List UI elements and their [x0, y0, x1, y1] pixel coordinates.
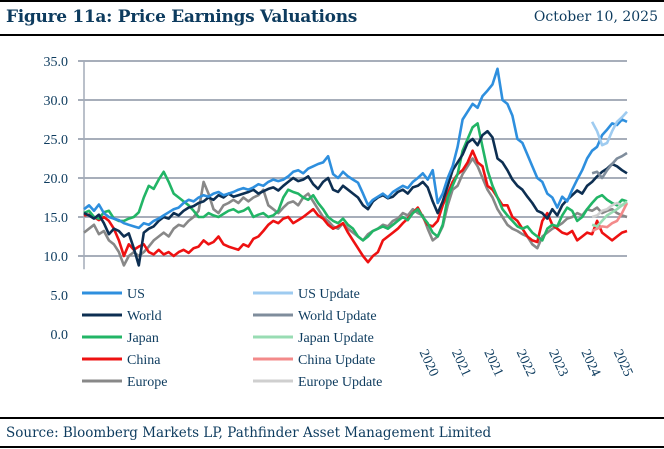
x-tick-label: 2020 [416, 347, 441, 379]
x-axis-ticks: 2020 2021 2021 2022 2023 2024 2025 [416, 347, 636, 379]
y-tick-label: 25.0 [44, 133, 69, 148]
series-line-us-update [590, 110, 628, 147]
y-tick-label: 35.0 [44, 55, 69, 70]
legend-label: Japan [127, 331, 159, 346]
series-line-japan [83, 122, 628, 242]
source-note: Source: Bloomberg Markets LP, Pathfinder… [6, 425, 492, 441]
y-tick-label: 20.0 [44, 172, 69, 187]
legend-background [72, 283, 412, 395]
legend-label: Europe Update [298, 375, 382, 390]
y-tick-label: 15.0 [44, 211, 69, 226]
x-tick-label: 2023 [545, 347, 570, 379]
x-tick-label: 2021 [480, 347, 505, 379]
legend-label: Europe [127, 375, 167, 390]
header-top-rule [0, 0, 664, 2]
y-axis-ticks: 0.0 5.0 10.0 15.0 20.0 25.0 30.0 35.0 [44, 55, 69, 343]
legend-label: Japan Update [298, 331, 374, 346]
report-date: October 10, 2025 [533, 9, 658, 25]
legend-label: World [127, 309, 162, 324]
y-tick-label: 5.0 [51, 289, 69, 304]
y-tick-label: 0.0 [51, 328, 69, 343]
series-line-world [83, 129, 628, 267]
y-tick-label: 10.0 [44, 250, 69, 265]
legend-label: US [127, 287, 145, 302]
series-lines [83, 67, 629, 267]
x-tick-label: 2025 [610, 347, 635, 379]
footer-bottom-rule [0, 446, 664, 448]
legend-label: China Update [298, 353, 375, 368]
legend-label: China [127, 353, 161, 368]
page-title: Figure 11a: Price Earnings Valuations [6, 7, 358, 27]
footer-top-rule [0, 417, 664, 419]
header-bottom-rule [0, 34, 664, 36]
y-tick-label: 30.0 [44, 94, 69, 109]
x-tick-label: 2022 [513, 347, 538, 379]
series-line-china-update [591, 202, 629, 233]
legend: US World Japan China Europe US Update World Up… [72, 283, 412, 395]
series-line-china [83, 149, 628, 264]
x-tick-label: 2024 [578, 347, 603, 379]
legend-label: World Update [298, 309, 377, 324]
series-line-world-update [591, 151, 628, 180]
legend-label: US Update [298, 287, 360, 302]
x-tick-label: 2021 [448, 347, 473, 379]
series-line-us [83, 67, 628, 230]
series-line-japan-update [591, 200, 628, 228]
